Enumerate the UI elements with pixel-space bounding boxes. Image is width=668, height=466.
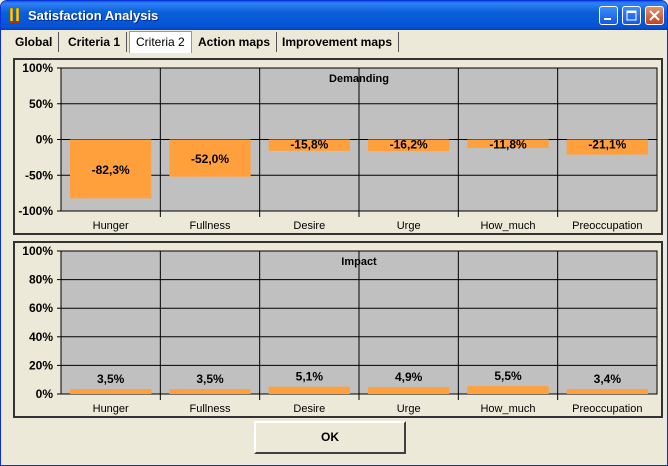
bar xyxy=(368,139,450,152)
category-label: Fullness xyxy=(190,220,231,232)
bar xyxy=(566,139,648,155)
y-tick-label: -50% xyxy=(25,168,53,182)
y-tick-label: 40% xyxy=(29,330,53,344)
tab-criteria-2[interactable]: Criteria 2 xyxy=(129,31,192,53)
y-tick-label: 0% xyxy=(36,133,54,147)
y-tick-label: 100% xyxy=(22,61,53,75)
demanding-chart: 100% 50% 0% -50% -100% -82,3% Hunger -52,0% Full… xyxy=(18,61,658,232)
bar xyxy=(70,139,152,199)
data-label: -11,8% xyxy=(489,138,527,152)
y-tick-label: 80% xyxy=(29,273,53,287)
category-label: Fullness xyxy=(190,403,231,415)
data-label: 5,1% xyxy=(296,370,324,384)
data-label: -82,3% xyxy=(92,163,130,177)
category-label: Desire xyxy=(293,403,325,415)
bar xyxy=(70,388,152,394)
y-tick-label: 0% xyxy=(36,387,54,401)
tab-global[interactable]: Global xyxy=(9,32,60,52)
minimize-icon xyxy=(604,18,611,20)
bar xyxy=(566,389,648,394)
app-icon xyxy=(9,7,20,23)
data-label: 3,4% xyxy=(594,372,622,386)
tab-action-maps[interactable]: Action maps xyxy=(192,32,278,52)
bar xyxy=(169,139,251,177)
bar xyxy=(268,139,350,151)
category-label: Hunger xyxy=(93,220,129,232)
bar xyxy=(368,386,450,394)
close-button[interactable] xyxy=(645,6,664,25)
category-label: Desire xyxy=(293,220,325,232)
bar xyxy=(467,139,549,148)
chart-title: Demanding xyxy=(329,73,389,85)
chart-title: Impact xyxy=(341,256,377,268)
data-label: -52,0% xyxy=(191,152,229,166)
bar xyxy=(467,386,549,394)
y-tick-label: 50% xyxy=(29,97,53,111)
category-label: Preoccupation xyxy=(572,220,642,232)
demanding-chart-panel: 100% 50% 0% -50% -100% -82,3% Hunger -52,0% Full… xyxy=(13,58,663,235)
ok-button[interactable]: OK xyxy=(254,421,406,454)
data-label: 3,5% xyxy=(196,372,224,386)
minimize-button[interactable] xyxy=(599,6,618,25)
data-label: 3,5% xyxy=(97,372,125,386)
category-label: How_much xyxy=(480,403,535,415)
title-bar[interactable]: Satisfaction Analysis xyxy=(1,1,667,30)
maximize-button[interactable] xyxy=(622,6,641,25)
bar xyxy=(169,388,251,394)
maximize-icon xyxy=(626,10,637,21)
impact-chart-panel: 100% 80% 60% 40% 20% 0% 3,5% Hunger 3,5% Fullness… xyxy=(13,241,663,418)
category-label: Urge xyxy=(397,403,421,415)
y-tick-label: 60% xyxy=(29,301,53,315)
category-label: How_much xyxy=(480,220,535,232)
close-icon xyxy=(649,10,660,21)
category-label: Urge xyxy=(397,220,421,232)
data-label: -15,8% xyxy=(290,138,328,152)
category-label: Preoccupation xyxy=(572,403,642,415)
y-tick-label: 100% xyxy=(22,244,53,258)
y-tick-label: -100% xyxy=(18,204,53,218)
data-label: 5,5% xyxy=(494,369,522,383)
data-label: -16,2% xyxy=(390,138,428,152)
impact-chart: 100% 80% 60% 40% 20% 0% 3,5% Hunger 3,5% Fullness… xyxy=(22,244,658,415)
y-tick-label: 20% xyxy=(29,358,53,372)
tab-improvement-maps[interactable]: Improvement maps xyxy=(276,32,400,52)
category-label: Hunger xyxy=(93,403,129,415)
bar xyxy=(268,386,350,394)
window-title: Satisfaction Analysis xyxy=(28,8,159,23)
tab-criteria-1[interactable]: Criteria 1 xyxy=(62,32,128,52)
data-label: -21,1% xyxy=(588,138,626,152)
data-label: 4,9% xyxy=(395,370,423,384)
